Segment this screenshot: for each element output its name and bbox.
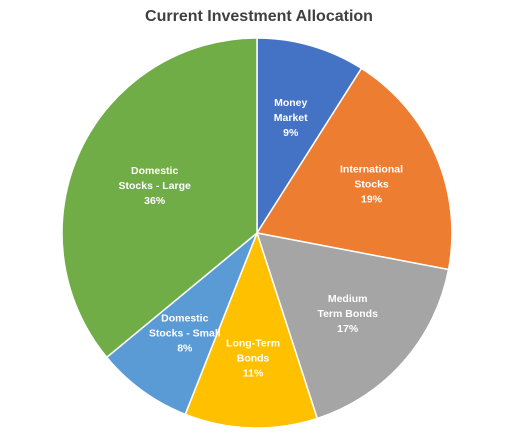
data-label-domestic-stocks-small: Domestic Stocks - Small 8% xyxy=(149,312,221,354)
pie-labels: Money Market 9% International Stocks 19% Mediu… xyxy=(118,97,403,380)
pie-slice-long-term-bonds xyxy=(184,230,319,429)
pie-slice-domestic-stocks-small xyxy=(105,232,258,416)
data-label-international-stocks: International Stocks 19% xyxy=(340,163,403,205)
data-label-domestic-stocks-large: Domestic Stocks - Large 36% xyxy=(118,165,191,207)
data-label-medium-term-bonds: Medium Term Bonds 17% xyxy=(317,293,378,335)
pie-slice-international-stocks xyxy=(255,67,453,271)
data-label-long-term-bonds: Long-Term Bonds 11% xyxy=(226,338,280,380)
pie-slice-money-market xyxy=(256,37,363,236)
pie-slices xyxy=(61,37,453,429)
data-label-money-market: Money Market 9% xyxy=(274,97,308,139)
pie-slice-medium-term-bonds xyxy=(255,232,450,420)
chart-title: Current Investment Allocation xyxy=(145,8,373,25)
pie-slice-domestic-stocks-large xyxy=(61,37,258,359)
